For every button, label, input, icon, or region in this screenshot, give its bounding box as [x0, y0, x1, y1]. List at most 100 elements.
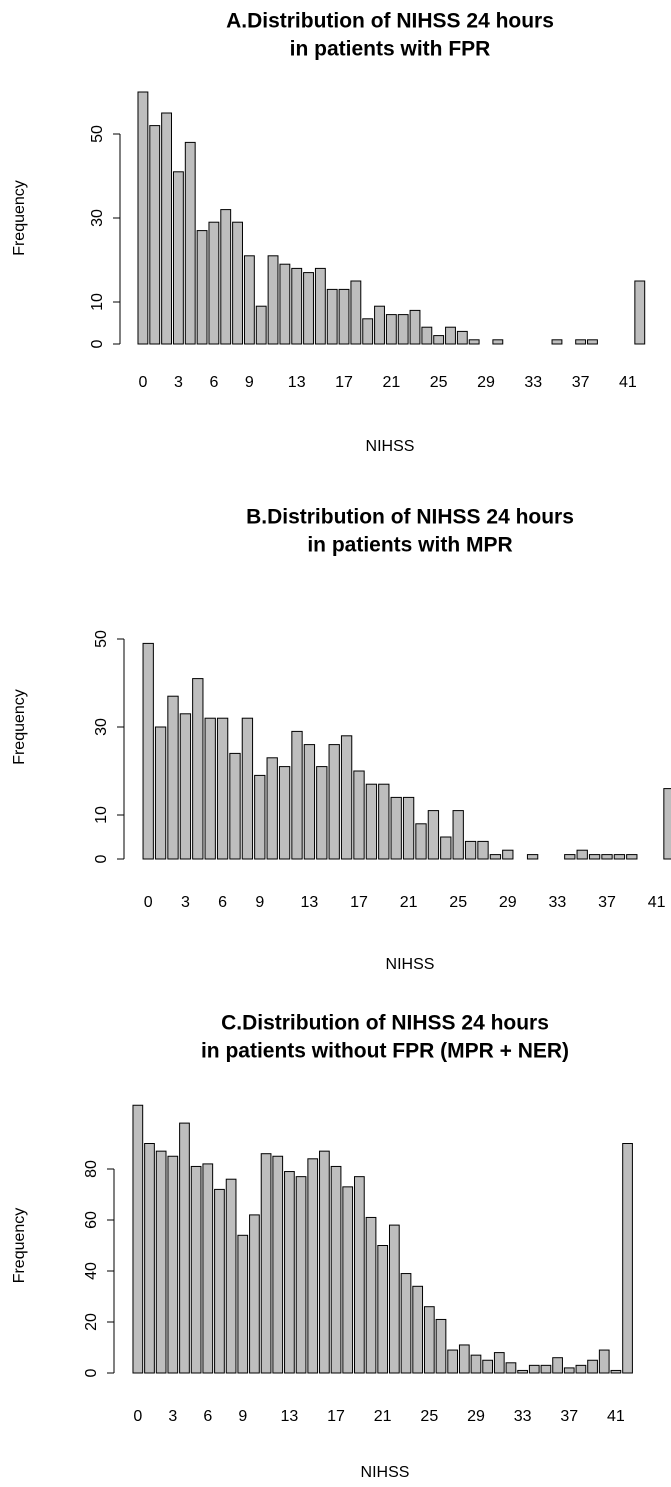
x-tick-label: 29	[477, 374, 495, 391]
x-tick-label: 6	[209, 374, 218, 391]
x-tick-label: 41	[607, 1408, 625, 1425]
y-tick-label: 30	[89, 209, 106, 227]
y-tick-label: 10	[89, 293, 106, 311]
bar	[362, 318, 374, 345]
bar	[601, 854, 613, 860]
bar	[307, 1158, 319, 1374]
bar	[354, 1176, 365, 1374]
x-tick-label: 41	[648, 894, 666, 911]
bar	[342, 1186, 354, 1374]
bar	[397, 314, 409, 345]
bar	[167, 1155, 179, 1374]
bar	[415, 823, 427, 860]
x-axis-label: NIHSS	[361, 1464, 410, 1481]
bar	[622, 1143, 633, 1374]
bar	[492, 339, 504, 345]
bar	[588, 854, 601, 860]
bar	[563, 1367, 575, 1374]
x-tick-label: 9	[245, 374, 254, 391]
x-tick-label: 25	[420, 1408, 438, 1425]
bar	[502, 849, 514, 860]
y-tick-label: 0	[89, 339, 106, 348]
bar	[319, 1150, 330, 1374]
bar	[634, 280, 646, 345]
bar	[232, 221, 243, 345]
bar	[132, 1104, 144, 1374]
bar	[229, 752, 241, 860]
bar	[291, 730, 303, 860]
y-tick-label: 50	[93, 630, 110, 648]
bar	[365, 1216, 377, 1374]
bar	[272, 1155, 284, 1374]
bar	[385, 314, 397, 345]
bar	[423, 1306, 435, 1374]
bar	[400, 1273, 412, 1374]
bar	[526, 854, 539, 860]
y-tick-label: 10	[93, 806, 110, 824]
x-tick-label: 9	[238, 1408, 247, 1425]
x-tick-label: 0	[133, 1408, 142, 1425]
bar	[613, 854, 626, 860]
y-tick-label: 60	[83, 1211, 100, 1229]
bar	[303, 272, 314, 345]
x-tick-label: 25	[449, 894, 467, 911]
bar	[179, 713, 192, 860]
x-tick-label: 37	[560, 1408, 578, 1425]
bar	[610, 1369, 622, 1374]
bar	[179, 1122, 190, 1374]
bar	[517, 1369, 528, 1374]
bar	[528, 1364, 540, 1374]
x-tick-label: 13	[281, 1408, 299, 1425]
bar	[564, 854, 576, 860]
bar	[468, 339, 480, 345]
bar	[316, 766, 328, 860]
bar	[249, 1214, 260, 1374]
y-tick-label: 80	[83, 1160, 100, 1178]
bar	[278, 766, 291, 860]
bar	[427, 810, 440, 860]
y-tick-label: 0	[93, 854, 110, 863]
y-tick-label: 20	[83, 1313, 100, 1331]
x-tick-label: 3	[181, 894, 190, 911]
bar	[303, 744, 316, 860]
bar	[260, 1153, 272, 1374]
bar	[338, 288, 350, 345]
x-tick-label: 17	[335, 374, 353, 391]
x-tick-label: 13	[301, 894, 319, 911]
bar	[192, 678, 204, 860]
y-axis-label: Frequency	[11, 689, 28, 765]
chart-title: C.Distribution of NIHSS 24 hours	[221, 1012, 549, 1035]
bar	[464, 840, 477, 860]
bar	[409, 309, 421, 345]
y-tick-label: 0	[83, 1368, 100, 1377]
bar	[255, 305, 267, 345]
bar	[447, 1349, 459, 1374]
bar	[267, 255, 279, 345]
bar	[551, 339, 563, 345]
y-tick-label: 40	[83, 1262, 100, 1280]
chart-title: in patients without FPR (MPR + NER)	[201, 1040, 569, 1063]
bar	[202, 1163, 214, 1374]
bar	[421, 326, 433, 345]
bar	[353, 770, 365, 860]
bar	[435, 1318, 447, 1374]
bar	[184, 141, 196, 345]
bar	[225, 1178, 237, 1374]
x-tick-label: 21	[382, 374, 400, 391]
bar	[445, 326, 456, 345]
bar	[458, 1344, 470, 1374]
x-axis-label: NIHSS	[386, 956, 435, 973]
bar	[237, 1234, 249, 1374]
bar	[576, 849, 588, 860]
x-tick-label: 6	[203, 1408, 212, 1425]
x-axis-label: NIHSS	[366, 438, 415, 455]
bar	[154, 726, 167, 860]
bar	[254, 774, 266, 860]
x-tick-label: 0	[138, 374, 147, 391]
bar	[377, 1245, 389, 1374]
bar	[328, 744, 340, 860]
bar	[243, 255, 255, 345]
bar	[161, 112, 173, 345]
bar	[598, 1349, 610, 1374]
y-tick-label: 50	[89, 125, 106, 143]
